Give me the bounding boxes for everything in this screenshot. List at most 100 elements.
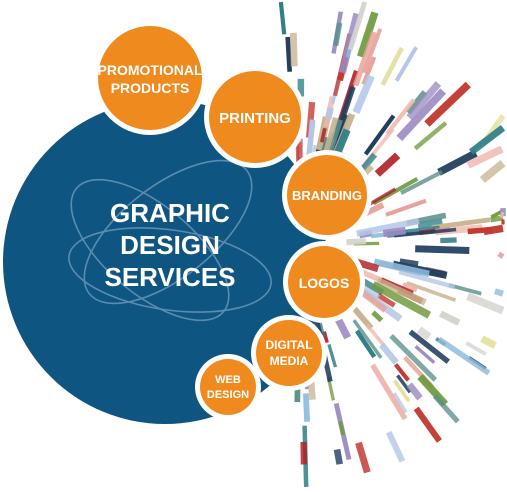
bubble-fill — [209, 71, 301, 163]
burst-ray — [327, 343, 338, 368]
burst-ray — [416, 326, 432, 341]
bubble-fill — [287, 155, 367, 235]
burst-ray — [399, 258, 419, 266]
burst-ray — [400, 169, 444, 195]
burst-ray — [405, 90, 428, 115]
burst-ray — [466, 292, 505, 315]
burst-ray — [465, 341, 487, 356]
burst-ray — [466, 145, 504, 169]
bubble-logos: LOGOS — [283, 241, 365, 323]
main-circle: GRAPHIC DESIGN SERVICES — [3, 100, 327, 424]
burst-ray — [370, 363, 408, 421]
burst-ray — [355, 441, 371, 474]
burst-ray — [278, 1, 287, 35]
burst-ray — [424, 81, 471, 127]
burst-ray — [389, 333, 438, 382]
bubble-fill — [256, 320, 322, 386]
burst-ray — [437, 149, 478, 176]
bubble-web-design: WEB DESIGN — [195, 354, 261, 420]
bubble-label-line-1: PROMOTIONAL — [98, 62, 203, 78]
burst-ray — [365, 324, 386, 347]
swirl-loop-1 — [83, 159, 253, 305]
burst-ray — [402, 282, 418, 292]
burst-ray — [303, 393, 310, 422]
burst-ray — [394, 46, 419, 82]
bubble-fill — [288, 246, 360, 318]
bubble-label-line-1: WEB — [215, 374, 241, 386]
burst-ray — [352, 74, 375, 114]
bubble-label-line-1: LOGOS — [299, 275, 350, 291]
burst-ray — [394, 227, 457, 238]
burst-ray — [362, 28, 383, 74]
burst-ray — [333, 448, 343, 465]
burst-ray — [382, 226, 406, 238]
burst-ray — [408, 329, 450, 364]
burst-ray — [490, 215, 504, 223]
burst-ray — [379, 342, 399, 365]
burst-ray — [289, 32, 298, 67]
burst-ray — [437, 336, 491, 376]
burst-ray — [352, 319, 383, 359]
burst-ray — [499, 211, 505, 219]
burst-ray — [356, 218, 420, 237]
burst-ray — [497, 251, 505, 259]
bubble-printing: PRINTING — [204, 66, 306, 168]
burst-ray — [285, 36, 293, 72]
burst-ray — [352, 30, 377, 87]
burst-ray — [347, 1, 368, 51]
burst-ray — [373, 258, 430, 278]
burst-ray — [371, 310, 384, 323]
burst-ray — [357, 11, 379, 58]
burst-ray — [439, 310, 461, 326]
burst-ray — [380, 46, 404, 86]
burst-ray — [338, 421, 346, 436]
burst-ray — [385, 430, 406, 463]
burst-ray — [346, 238, 366, 246]
bubble-fill — [98, 26, 202, 130]
burst-ray — [413, 406, 442, 443]
burst-ray — [319, 127, 327, 143]
main-title-line-1: GRAPHIC — [110, 198, 230, 228]
burst-ray — [376, 292, 396, 308]
main-title-line-2: DESIGN — [120, 230, 220, 260]
burst-ray — [371, 281, 432, 319]
burst-ray — [480, 335, 497, 349]
bubble-label-line-1: BRANDING — [292, 188, 362, 203]
burst-ray — [432, 394, 460, 424]
burst-ray — [325, 106, 334, 120]
burst-ray — [332, 22, 343, 47]
burst-ray — [417, 218, 443, 229]
burst-ray — [413, 121, 448, 151]
burst-ray — [479, 160, 506, 183]
bubble-label-line-1: DIGITAL — [265, 338, 312, 352]
burst-ray — [415, 245, 470, 254]
bubble-label-line-2: MEDIA — [270, 354, 309, 368]
bubble-label-line-1: PRINTING — [219, 110, 291, 127]
burst-ray — [376, 277, 427, 306]
burst-ray — [393, 363, 410, 382]
main-circle-background — [3, 100, 327, 424]
burst-ray — [396, 374, 412, 394]
swirl-loop-3 — [68, 227, 272, 313]
burst-ray — [354, 329, 377, 359]
burst-ray — [406, 81, 442, 120]
burst-ray — [306, 119, 316, 158]
bubble-fill — [200, 359, 256, 415]
burst-ray — [440, 237, 457, 244]
bubble-branding: BRANDING — [282, 150, 372, 240]
burst-ray — [350, 304, 374, 331]
burst-ray — [398, 269, 456, 290]
burst-ray — [327, 118, 343, 153]
burst-ray — [374, 152, 401, 177]
burst-ray — [414, 345, 436, 364]
burst-ray — [468, 125, 506, 155]
burst-ray — [363, 114, 396, 156]
burst-ray — [331, 114, 350, 152]
burst-ray — [385, 198, 427, 217]
burst-ray — [406, 382, 423, 401]
burst-ray — [361, 56, 377, 86]
service-bubbles: PROMOTIONAL PRODUCTS PRINTING BRANDING L… — [93, 21, 372, 420]
burst-ray — [385, 98, 416, 136]
burst-ray — [392, 379, 411, 403]
